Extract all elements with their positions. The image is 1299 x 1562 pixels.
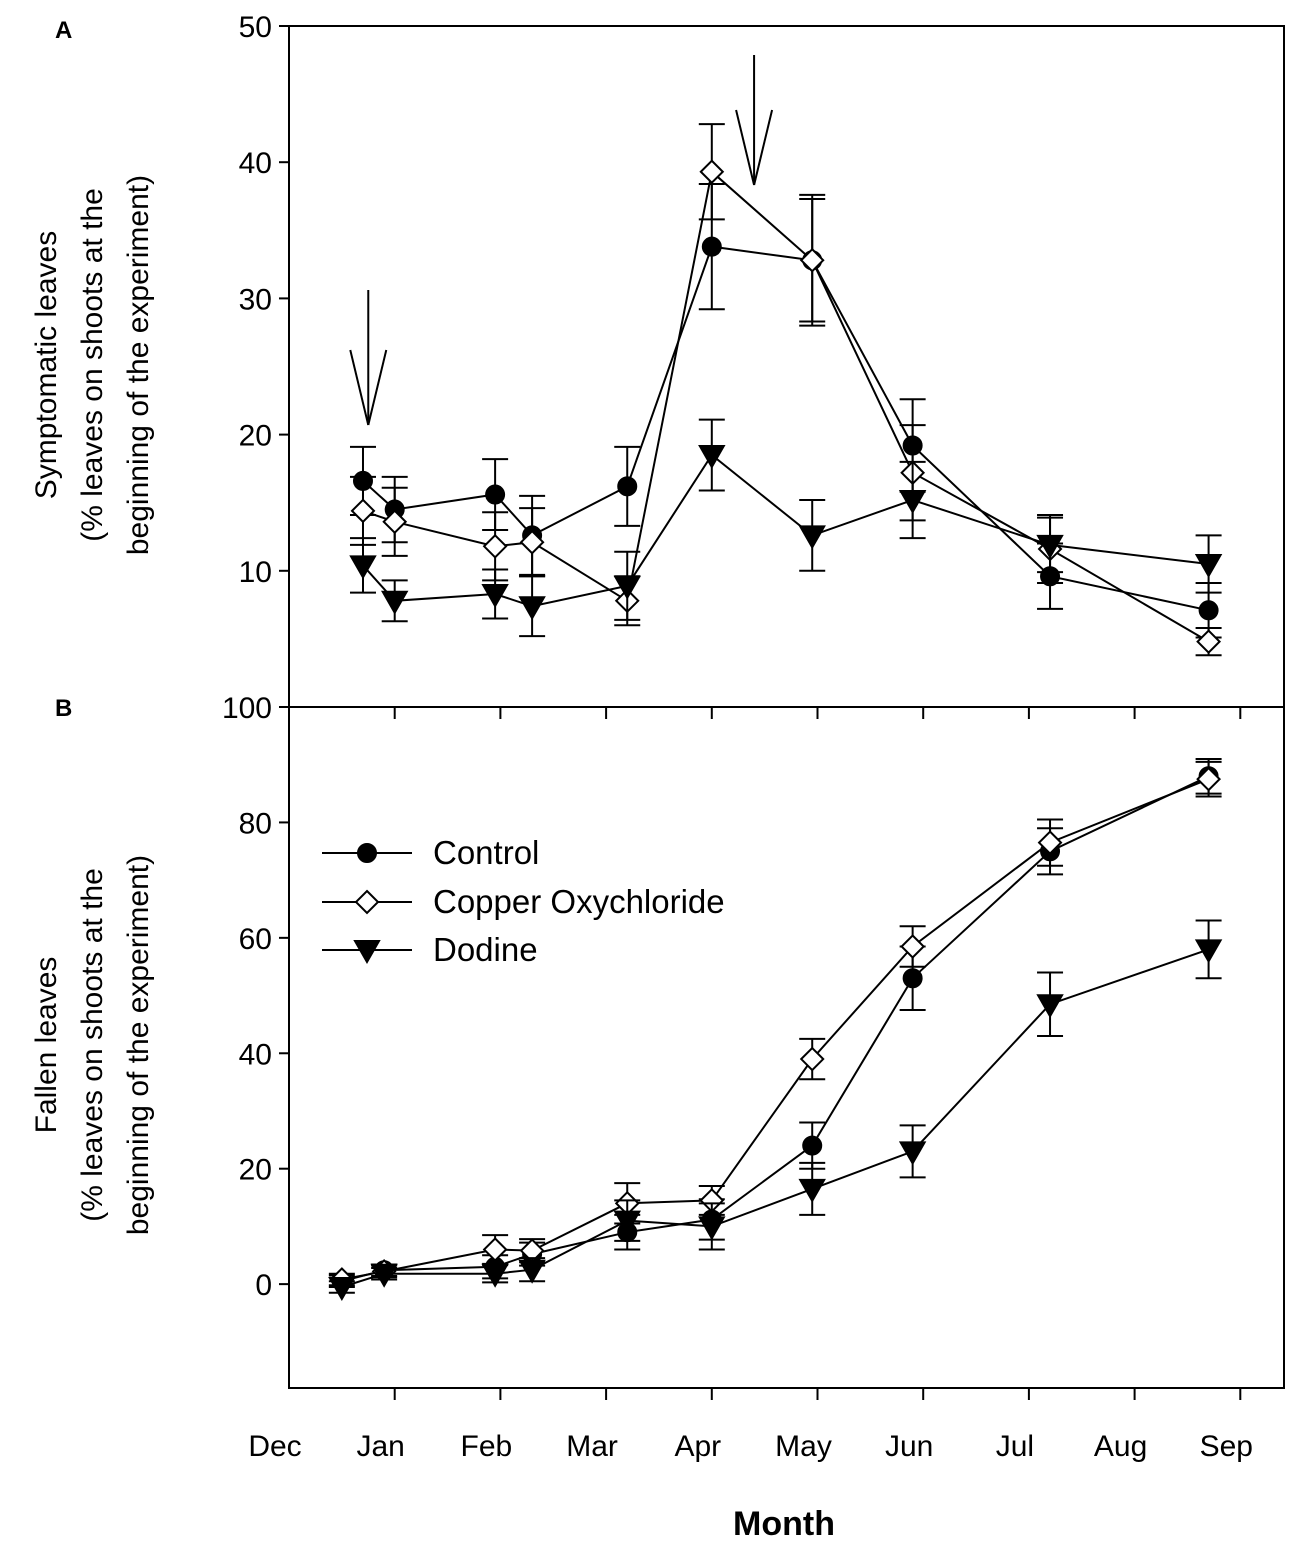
- panel-b-ytick-label-100: 100: [222, 692, 272, 725]
- panel-a-line-copper-oxychloride: [362, 169, 1210, 643]
- x-tick-label-jul: Jul: [996, 1430, 1034, 1463]
- panel-a-ytick-label-10: 10: [239, 556, 272, 589]
- panel-a-plot: 10 20 30 40 50: [239, 11, 1223, 657]
- x-tick-label-aug: Aug: [1094, 1430, 1147, 1463]
- panel-b-point-dodine: [1036, 994, 1064, 1019]
- panel-a-ylabel-line1: Symptomatic leaves: [30, 231, 63, 499]
- legend-marker-dodine: [353, 940, 381, 965]
- x-tick-label-mar: Mar: [566, 1430, 618, 1463]
- panel-b-ytick-label-40: 40: [239, 1038, 272, 1071]
- panel-b-line-dodine: [341, 948, 1209, 1288]
- panel-a-y-axis-title: Symptomatic leaves (% leaves on shoots a…: [30, 175, 155, 555]
- panel-b-line-copper-oxychloride: [341, 778, 1209, 1281]
- panel-a-ylabel-line3: beginning of the experiment): [122, 175, 155, 555]
- panel-b-letter: B: [55, 695, 72, 722]
- panel-a-series-copper-oxychloride: [349, 123, 1222, 657]
- panel-b-point-dodine: [613, 1210, 641, 1235]
- panel-b-ytick-label-60: 60: [239, 923, 272, 956]
- panel-b-point-dodine: [370, 1263, 398, 1288]
- panel-a-point-dodine: [798, 525, 826, 550]
- panel-b-line-control: [341, 775, 1210, 1283]
- legend-label-dodine: Dodine: [433, 931, 538, 968]
- panel-b-point-dodine: [328, 1277, 356, 1302]
- x-tick-label-apr: Apr: [674, 1430, 721, 1463]
- panel-a-point-dodine: [698, 445, 726, 470]
- panel-a-point-dodine: [613, 575, 641, 600]
- panel-b-point-dodine: [898, 1141, 927, 1166]
- legend-entry-control: Control: [322, 834, 539, 871]
- panel-a-arrow-1: [349, 290, 388, 426]
- panel-a-point-control: [617, 476, 638, 497]
- panel-b-point-control: [802, 1135, 823, 1156]
- panel-b-point-dodine: [798, 1178, 826, 1203]
- panel-b-ylabel-line2: (% leaves on shoots at the: [76, 868, 109, 1222]
- panel-a-point-copper-oxychloride: [699, 159, 725, 185]
- panel-b-series-dodine: [328, 919, 1223, 1302]
- panel-b-y-axis-title: Fallen leaves (% leaves on shoots at the…: [30, 855, 155, 1235]
- panel-b-point-dodine: [518, 1259, 546, 1284]
- x-tick-label-jun: Jun: [885, 1430, 933, 1463]
- panel-a-ytick-label-50: 50: [239, 11, 272, 44]
- panel-b-ytick-label-20: 20: [239, 1154, 272, 1187]
- legend: Control Copper Oxychloride Dodine: [322, 834, 725, 968]
- x-tick-label-feb: Feb: [461, 1430, 513, 1463]
- panel-b-point-dodine: [698, 1216, 726, 1241]
- legend-entry-dodine: Dodine: [322, 931, 538, 968]
- panel-a-ytick-label-30: 30: [239, 283, 272, 316]
- panel-a-ytick-label-40: 40: [239, 147, 272, 180]
- panel-a-ylabel-line2: (% leaves on shoots at the: [76, 188, 109, 542]
- panel-a-arrow-2: [735, 55, 774, 186]
- legend-label-control: Control: [433, 834, 539, 871]
- panel-a-letter: A: [55, 17, 72, 44]
- panel-b-point-copper-oxychloride: [900, 934, 926, 959]
- panel-b-frame: [288, 706, 1285, 1389]
- panel-b-point-dodine: [481, 1263, 509, 1288]
- panel-b-plot: 0 20 40 60 80 100: [222, 692, 1223, 1302]
- panel-a-point-copper-oxychloride: [482, 533, 508, 559]
- panel-a-point-control: [1198, 600, 1219, 621]
- x-tick-label-dec: Dec: [248, 1430, 301, 1463]
- panel-b-point-copper-oxychloride: [1196, 766, 1222, 792]
- panel-a-point-copper-oxychloride: [1196, 629, 1222, 655]
- panel-b-ytick-label-80: 80: [239, 807, 272, 840]
- panel-b-ytick-label-0: 0: [255, 1269, 272, 1302]
- x-axis: Dec Jan Feb Mar Apr May Jun Jul Aug Sep: [248, 707, 1253, 1463]
- panel-a-point-copper-oxychloride: [799, 247, 825, 273]
- panel-b-ylabel-line3: beginning of the experiment): [122, 855, 155, 1235]
- panel-a-ytick-label-20: 20: [239, 420, 272, 453]
- panel-b-point-copper-oxychloride: [1037, 830, 1063, 856]
- panel-a-point-control: [701, 236, 722, 257]
- panel-a-line-dodine: [362, 453, 1209, 608]
- panel-a-point-dodine: [1194, 553, 1223, 579]
- panel-a-point-dodine: [1036, 534, 1064, 559]
- legend-marker-copper-oxychloride: [354, 889, 380, 915]
- x-tick-label-may: May: [775, 1430, 832, 1463]
- panel-a-point-dodine: [518, 596, 546, 621]
- panel-a-point-dodine: [481, 583, 509, 608]
- legend-marker-control: [357, 843, 377, 863]
- panel-a-point-control: [485, 484, 506, 505]
- x-tick-label-sep: Sep: [1200, 1430, 1253, 1463]
- x-axis-title: Month: [733, 1505, 835, 1543]
- panel-a-point-copper-oxychloride: [382, 509, 408, 535]
- panel-b-point-copper-oxychloride: [799, 1046, 825, 1072]
- panel-a-point-copper-oxychloride: [350, 498, 376, 524]
- panel-b-point-copper-oxychloride: [482, 1237, 508, 1262]
- panel-b-ylabel-line1: Fallen leaves: [30, 957, 63, 1134]
- legend-entry-copper-oxychloride: Copper Oxychloride: [322, 883, 725, 920]
- panel-a-point-dodine: [349, 555, 377, 580]
- panel-a-point-dodine: [380, 590, 409, 615]
- panel-a-series-dodine: [349, 418, 1223, 638]
- panel-a-point-copper-oxychloride: [519, 529, 545, 555]
- legend-label-copper-oxychloride: Copper Oxychloride: [433, 883, 725, 920]
- panel-a-point-dodine: [898, 489, 927, 514]
- x-tick-label-jan: Jan: [357, 1430, 405, 1463]
- panel-b-point-dodine: [1194, 939, 1223, 964]
- panel-b-point-control: [902, 968, 923, 989]
